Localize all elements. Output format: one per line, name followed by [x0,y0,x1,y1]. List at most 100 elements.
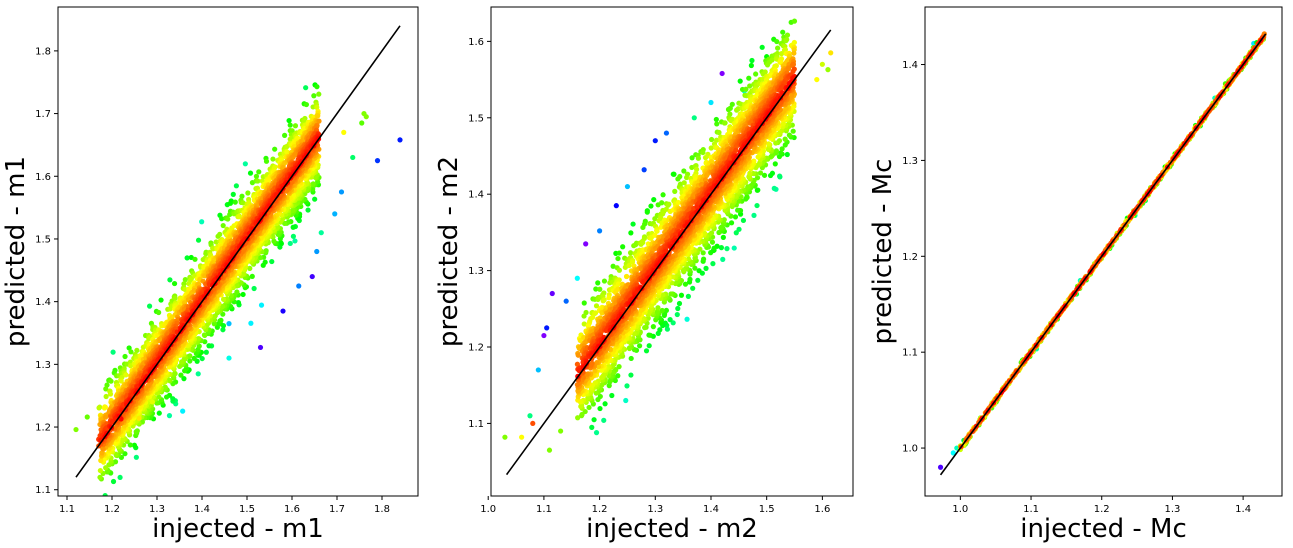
scatter-point [695,155,701,161]
scatter-point [272,146,278,152]
scatter-point [269,258,275,265]
scatter-point [233,183,239,189]
scatter-point [710,261,716,267]
scatter-point [257,255,263,261]
scatter-point [654,309,661,315]
scatter-point [227,234,233,240]
scatter-point [652,138,658,144]
scatter-point [655,305,661,311]
scatter-point [220,296,227,302]
scatter-point [97,467,103,474]
scatter-point [642,325,648,331]
scatter-point [546,447,553,453]
scatter-point [195,371,201,377]
scatter-point [748,62,754,69]
y-tick-label: 1.2 [35,423,51,434]
scatter-point [177,363,183,370]
scatter-point [714,121,720,127]
scatter-point [732,214,739,220]
scatter-point [332,211,338,217]
scatter-point [287,240,293,247]
scatter-point [290,233,296,239]
scatter-point [310,181,316,187]
scatter-point [338,189,345,195]
scatter-point [660,211,666,217]
scatter-point [310,186,316,192]
scatter-point [199,219,205,225]
scatter-point [262,259,268,265]
scatter-point [753,71,759,77]
scatter-point [610,263,616,269]
scatter-point [690,285,696,291]
scatter-point [103,465,109,471]
scatter-point [519,434,525,440]
scatter-point [341,129,347,135]
scatter-point [171,280,178,287]
scatter-point [156,410,162,416]
scatter-point [206,343,212,349]
scatter-point [361,110,367,117]
scatter-point [541,332,547,339]
scatter-point [558,428,564,434]
scatter-point [256,169,262,175]
scatter-point [678,292,685,298]
scatter-point [708,250,714,256]
scatter-point [746,75,752,81]
scatter-point [289,207,296,214]
scatter-point [282,220,288,227]
scatter-point [156,309,162,316]
scatter-point [762,69,768,75]
scatter-point [791,18,798,24]
scatter-point [718,245,725,251]
x-tick-label: 1.6 [284,504,300,515]
scatter-point [196,343,202,349]
scatter-point [73,426,79,433]
scatter-point [616,364,622,370]
scatter-point [722,120,728,126]
scatter-point [782,136,788,142]
scatter-point [586,404,592,411]
scatter-point [374,158,381,164]
scatter-point [737,78,743,84]
scatter-point [593,286,599,292]
scatter-point [709,136,715,143]
scatter-point [544,325,550,331]
scatter-point [624,383,630,389]
scatter-point [123,372,129,378]
scatter-point [314,248,320,255]
scatter-point [630,221,636,227]
scatter-point [245,190,251,196]
scatter-point [184,255,190,261]
scatter-point [100,445,106,452]
x-tick-label: 1.5 [239,504,255,515]
scatter-point [581,321,587,327]
scatter-point [747,170,753,176]
scatter-point [303,85,309,91]
scatter-point [623,397,629,404]
scatter-point [167,277,173,283]
scatter-point [134,347,140,353]
scatter-point [110,478,117,485]
scatter-point [601,278,608,284]
scatter-point [650,324,656,330]
scatter-point [672,188,678,194]
scatter-point [684,316,690,322]
scatter-point [247,170,254,176]
scatter-point [236,214,242,220]
scatter-point [502,434,508,440]
scatter-point [771,185,777,191]
scatter-point [791,39,798,46]
scatter-point [646,310,652,316]
scatter-point [683,174,690,181]
scatter-point [289,128,295,134]
scatter-point [616,250,622,256]
scatter-point [255,178,261,184]
scatter-point [84,414,90,420]
scatter-point [775,45,781,51]
scatter-point [126,345,132,351]
scatter-point [97,474,103,480]
scatter-point [689,155,695,161]
scatter-point [303,101,310,108]
scatter-point [682,281,689,287]
scatter-point [397,137,403,143]
